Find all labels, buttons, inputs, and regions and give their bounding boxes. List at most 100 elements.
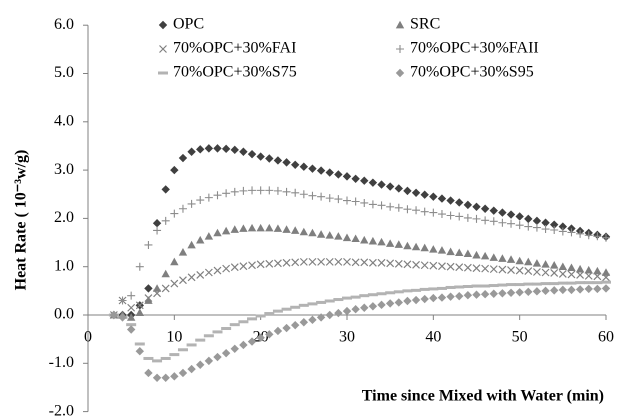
marker xyxy=(497,283,508,287)
marker xyxy=(273,326,283,336)
marker xyxy=(213,228,222,237)
marker xyxy=(489,206,498,215)
marker xyxy=(230,225,239,233)
legend-marker xyxy=(396,45,404,53)
marker xyxy=(558,262,568,271)
marker xyxy=(255,314,266,318)
marker xyxy=(602,273,610,282)
marker xyxy=(161,216,170,225)
marker xyxy=(273,224,283,232)
marker xyxy=(420,243,429,252)
marker xyxy=(584,231,593,240)
marker xyxy=(144,240,153,249)
legend-marker xyxy=(159,45,167,53)
x-tick-label: 30 xyxy=(339,329,355,346)
marker xyxy=(126,313,136,321)
marker xyxy=(377,180,386,189)
marker xyxy=(368,178,378,187)
marker xyxy=(394,240,403,248)
marker xyxy=(178,204,187,213)
marker xyxy=(265,223,274,232)
marker xyxy=(333,298,344,302)
legend-marker xyxy=(158,71,168,75)
marker xyxy=(601,284,611,293)
marker xyxy=(531,282,542,286)
marker xyxy=(567,270,576,279)
marker xyxy=(455,212,464,221)
marker xyxy=(152,284,162,292)
marker xyxy=(575,285,585,294)
marker xyxy=(541,218,550,227)
marker xyxy=(593,266,602,275)
marker xyxy=(446,262,455,271)
legend-label: OPC xyxy=(173,16,204,33)
marker xyxy=(411,295,421,305)
marker xyxy=(593,232,602,241)
y-tick-label: 1.0 xyxy=(54,257,74,274)
marker xyxy=(420,207,429,216)
marker xyxy=(472,202,481,212)
marker xyxy=(203,334,214,338)
marker xyxy=(126,325,136,334)
marker xyxy=(403,296,412,306)
marker xyxy=(342,296,352,300)
marker xyxy=(515,256,524,265)
y-axis-title: Heat Rate ( 10⁻³w/g) xyxy=(13,150,30,291)
marker xyxy=(558,270,567,278)
marker xyxy=(601,280,611,284)
marker xyxy=(360,303,369,312)
marker xyxy=(230,187,239,196)
marker xyxy=(567,285,576,295)
marker xyxy=(403,186,412,196)
marker xyxy=(316,230,326,238)
y-tick-label: 2.0 xyxy=(54,209,74,226)
marker xyxy=(256,186,265,195)
marker xyxy=(471,284,482,288)
marker xyxy=(308,257,317,266)
marker xyxy=(325,257,334,266)
marker xyxy=(299,227,309,236)
marker xyxy=(593,272,602,281)
marker xyxy=(239,340,248,350)
marker xyxy=(515,266,524,275)
marker xyxy=(239,186,248,195)
marker xyxy=(558,227,567,236)
marker xyxy=(550,220,559,229)
marker xyxy=(196,270,205,279)
marker xyxy=(436,286,447,290)
marker xyxy=(196,196,205,205)
marker xyxy=(533,268,541,276)
marker xyxy=(282,323,291,333)
marker xyxy=(212,330,223,334)
marker xyxy=(541,225,550,234)
marker xyxy=(602,233,610,242)
marker xyxy=(498,218,507,227)
marker xyxy=(377,300,386,310)
marker xyxy=(325,194,334,203)
marker xyxy=(576,270,585,279)
marker xyxy=(134,342,145,346)
marker xyxy=(204,232,214,240)
legend-label: 70%OPC+30%S95 xyxy=(410,64,534,81)
marker xyxy=(532,287,542,296)
marker xyxy=(584,284,593,294)
marker xyxy=(541,286,550,296)
marker xyxy=(360,176,369,185)
marker xyxy=(187,273,196,282)
marker xyxy=(273,186,282,195)
y-tick-label: -1.0 xyxy=(49,354,74,371)
marker xyxy=(558,285,568,295)
marker xyxy=(281,307,292,311)
marker xyxy=(221,226,231,235)
marker xyxy=(463,213,472,222)
marker xyxy=(541,260,550,268)
marker xyxy=(550,225,559,234)
marker xyxy=(489,265,498,274)
marker xyxy=(463,290,473,300)
marker xyxy=(248,261,256,270)
legend-marker xyxy=(395,68,405,78)
marker xyxy=(153,226,162,235)
marker xyxy=(575,264,585,273)
marker xyxy=(523,282,534,286)
marker xyxy=(265,330,274,339)
